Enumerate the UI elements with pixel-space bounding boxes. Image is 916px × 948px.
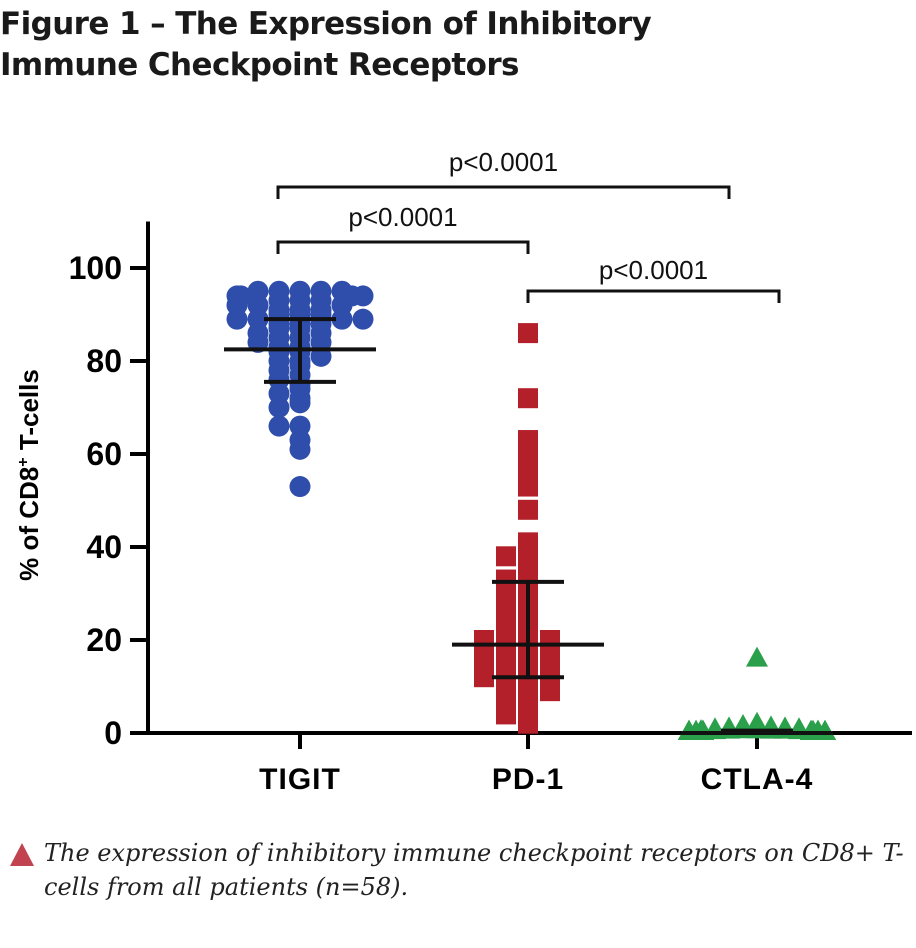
significance-bracket [526,289,781,303]
pd1-data-point [518,713,538,734]
pd1-data-point [496,546,516,567]
y-tick-label: 60 [86,436,122,472]
x-tick-label: TIGIT [259,763,341,796]
significance-bracket [276,240,530,254]
tigit-data-point [226,308,248,330]
pd1-data-point [496,704,516,725]
significance-bracket [276,185,731,199]
tigit-data-point [289,438,311,460]
p-value-label: p<0.0001 [599,255,708,285]
significance-brackets: p<0.0001 p<0.0001 p<0.0001 [276,147,781,303]
y-tick-label: 40 [86,529,122,565]
x-tick-label: PD-1 [492,763,564,796]
tigit-data-point [331,308,353,330]
x-tick-label: CTLA-4 [701,763,814,796]
pd1-data-point [518,323,538,344]
tigit-data-point [268,397,290,418]
y-tick-label: 20 [86,622,122,658]
p-value-label: p<0.0001 [348,202,457,232]
chart-axes: 0 20 40 60 80 100 TIGIT PD-1 CTLA-4 [69,221,912,796]
pd1-data-point [518,388,538,409]
figure-title-line-1: Figure 1 – The Expression of Inhibitory [0,6,652,42]
figure-title-line-2: Immune Checkpoint Receptors [0,47,519,83]
pd1-data-point [540,681,560,702]
y-tick-label: 0 [104,715,122,751]
figure-title: Figure 1 – The Expression of Inhibitory … [0,4,900,86]
tigit-data-point [289,476,311,498]
pd1-data-point [474,667,494,688]
caption-text: The expression of inhibitory immune chec… [44,839,904,901]
p-value-label: p<0.0001 [449,147,558,177]
pd1-data-point [518,499,538,520]
tigit-data-point [268,415,290,437]
figure-caption: The expression of inhibitory immune chec… [8,836,913,904]
tigit-data-point [289,392,311,414]
pd1-data-point [518,476,538,497]
tigit-data-point [352,308,374,330]
triangle-up-icon [10,843,34,866]
y-tick-label: 100 [69,250,122,286]
ctla4-data-point [746,646,768,667]
y-tick-label: 80 [86,343,122,379]
y-axis-label: % of CD8+ T-cells [14,369,44,581]
chart-statistics [224,317,833,735]
pd1-data-point [518,457,538,478]
